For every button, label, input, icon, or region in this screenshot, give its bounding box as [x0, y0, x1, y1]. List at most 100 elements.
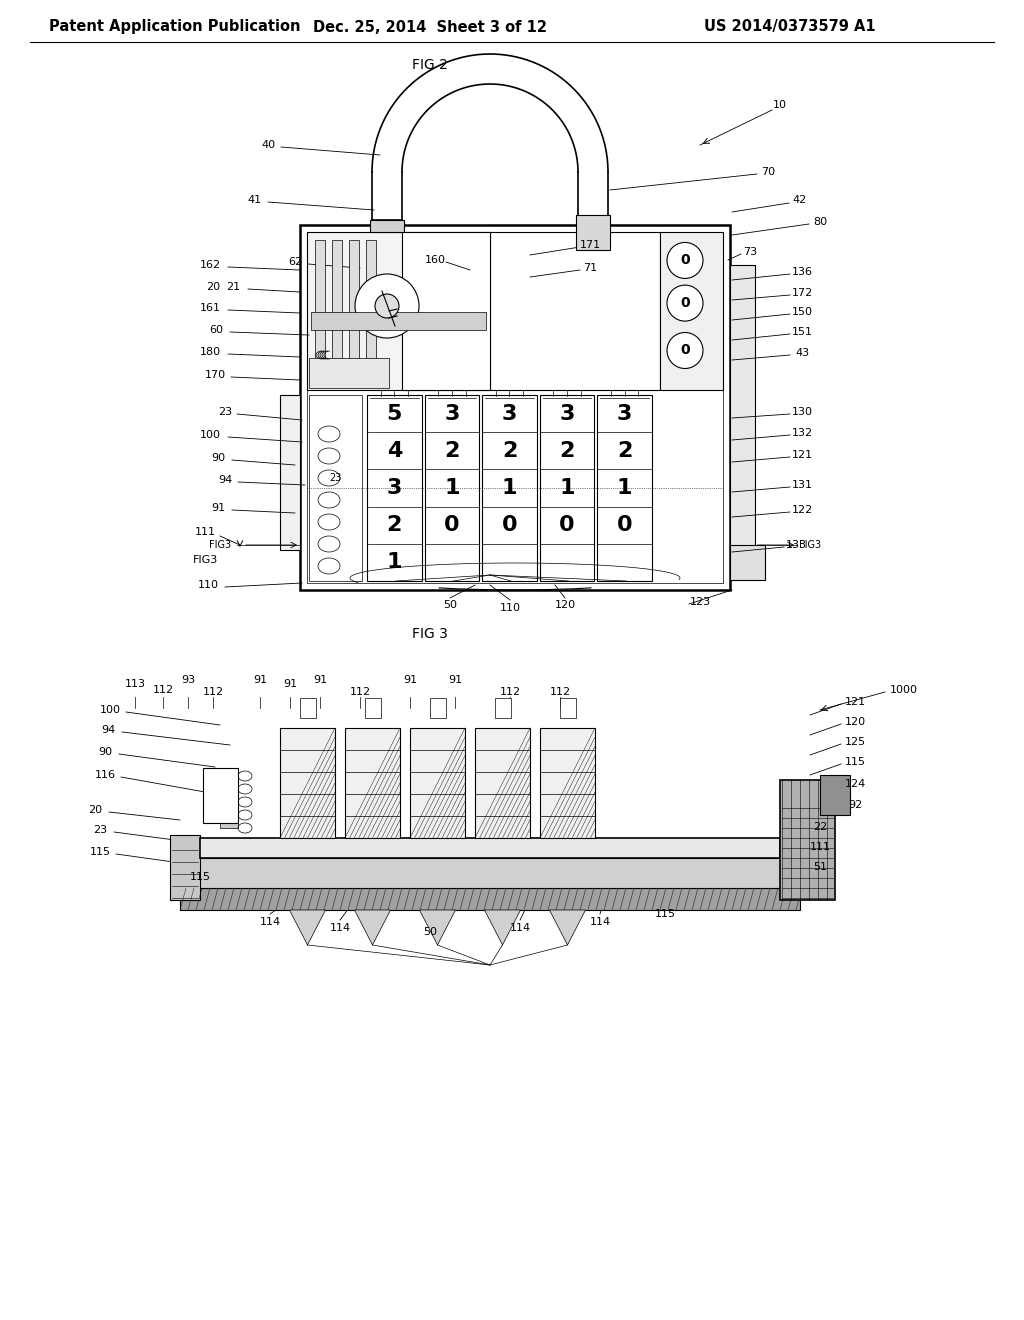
Text: 20: 20	[88, 805, 102, 814]
Text: 100: 100	[99, 705, 121, 715]
Circle shape	[667, 243, 703, 279]
Text: 115: 115	[654, 909, 676, 919]
Text: 114: 114	[509, 923, 530, 933]
Text: 110: 110	[500, 603, 520, 612]
Text: 111: 111	[810, 842, 830, 851]
Bar	[299, 698, 315, 718]
Text: 121: 121	[792, 450, 813, 459]
Text: 3: 3	[387, 478, 402, 498]
Text: 1: 1	[559, 478, 574, 498]
Text: 114: 114	[590, 917, 610, 927]
Polygon shape	[550, 909, 586, 945]
Bar	[332, 240, 342, 381]
Text: 94: 94	[101, 725, 115, 735]
Text: 40: 40	[261, 140, 275, 150]
Bar	[365, 698, 381, 718]
Text: 2: 2	[387, 515, 402, 535]
Text: 0: 0	[680, 296, 690, 310]
Bar	[820, 775, 850, 814]
Text: 172: 172	[792, 288, 813, 298]
Bar	[220, 774, 238, 783]
Bar	[315, 240, 325, 381]
Text: 130: 130	[792, 407, 812, 417]
Text: 43: 43	[795, 348, 809, 358]
Text: 125: 125	[845, 737, 865, 747]
Circle shape	[375, 294, 399, 318]
Circle shape	[667, 333, 703, 368]
Text: 91: 91	[447, 675, 462, 685]
Polygon shape	[290, 909, 326, 945]
Text: Dec. 25, 2014  Sheet 3 of 12: Dec. 25, 2014 Sheet 3 of 12	[313, 20, 547, 34]
Text: 114: 114	[259, 917, 281, 927]
Text: 94: 94	[218, 475, 232, 484]
Text: 23: 23	[218, 407, 232, 417]
Bar	[220, 818, 238, 828]
Bar	[730, 265, 755, 550]
Text: 91: 91	[402, 675, 417, 685]
Text: 10: 10	[773, 100, 787, 110]
Text: FIG3: FIG3	[193, 554, 218, 565]
Bar	[495, 698, 511, 718]
Text: 133: 133	[785, 540, 807, 550]
Text: 131: 131	[792, 480, 812, 490]
Text: 124: 124	[845, 779, 865, 789]
Text: 0: 0	[616, 515, 633, 535]
Text: 1: 1	[386, 552, 402, 573]
Bar	[309, 395, 362, 581]
Text: 80: 80	[813, 216, 827, 227]
Text: 2: 2	[617, 441, 633, 461]
Text: 41: 41	[248, 195, 262, 205]
Bar	[366, 240, 376, 381]
Text: 50: 50	[443, 601, 457, 610]
Text: 3: 3	[617, 404, 633, 424]
Text: 90: 90	[211, 453, 225, 463]
Text: 113: 113	[125, 678, 145, 689]
Bar	[349, 240, 359, 381]
Text: 60: 60	[209, 325, 223, 335]
Bar	[425, 395, 479, 581]
Text: 0: 0	[680, 343, 690, 358]
Text: 1: 1	[616, 478, 633, 498]
Text: 1000: 1000	[890, 685, 918, 696]
Text: 161: 161	[200, 304, 220, 313]
Bar	[540, 729, 595, 838]
Text: 112: 112	[349, 686, 371, 697]
Bar	[307, 232, 490, 389]
Text: 132: 132	[792, 428, 813, 438]
Text: FIG 2: FIG 2	[412, 58, 447, 73]
Text: 23: 23	[330, 473, 342, 483]
Text: 71: 71	[583, 263, 597, 273]
Bar	[482, 395, 537, 581]
Bar	[370, 220, 404, 232]
Text: 170: 170	[205, 370, 225, 380]
Text: 91: 91	[283, 678, 297, 689]
Text: 23: 23	[93, 825, 108, 836]
Bar	[220, 803, 238, 813]
Text: 1: 1	[502, 478, 517, 498]
Bar	[780, 780, 835, 900]
Bar	[540, 395, 594, 581]
Bar	[203, 768, 238, 822]
Text: 114: 114	[330, 923, 350, 933]
Bar	[345, 729, 400, 838]
Text: 0: 0	[559, 515, 574, 535]
Text: 91: 91	[313, 675, 327, 685]
Text: Patent Application Publication: Patent Application Publication	[49, 20, 301, 34]
Bar	[730, 545, 765, 579]
Circle shape	[355, 275, 419, 338]
Polygon shape	[354, 909, 390, 945]
Text: 122: 122	[792, 506, 813, 515]
Text: 112: 112	[203, 686, 223, 697]
Text: 3: 3	[444, 404, 460, 424]
Text: 112: 112	[153, 685, 173, 696]
Text: 22: 22	[813, 822, 827, 832]
Text: 73: 73	[743, 247, 757, 257]
Bar	[309, 358, 389, 388]
Text: 121: 121	[845, 697, 865, 708]
Text: 2: 2	[559, 441, 574, 461]
Text: 1: 1	[444, 478, 460, 498]
Text: 112: 112	[550, 686, 570, 697]
Bar	[410, 729, 465, 838]
Text: 111: 111	[195, 527, 215, 537]
Text: 112: 112	[500, 686, 520, 697]
